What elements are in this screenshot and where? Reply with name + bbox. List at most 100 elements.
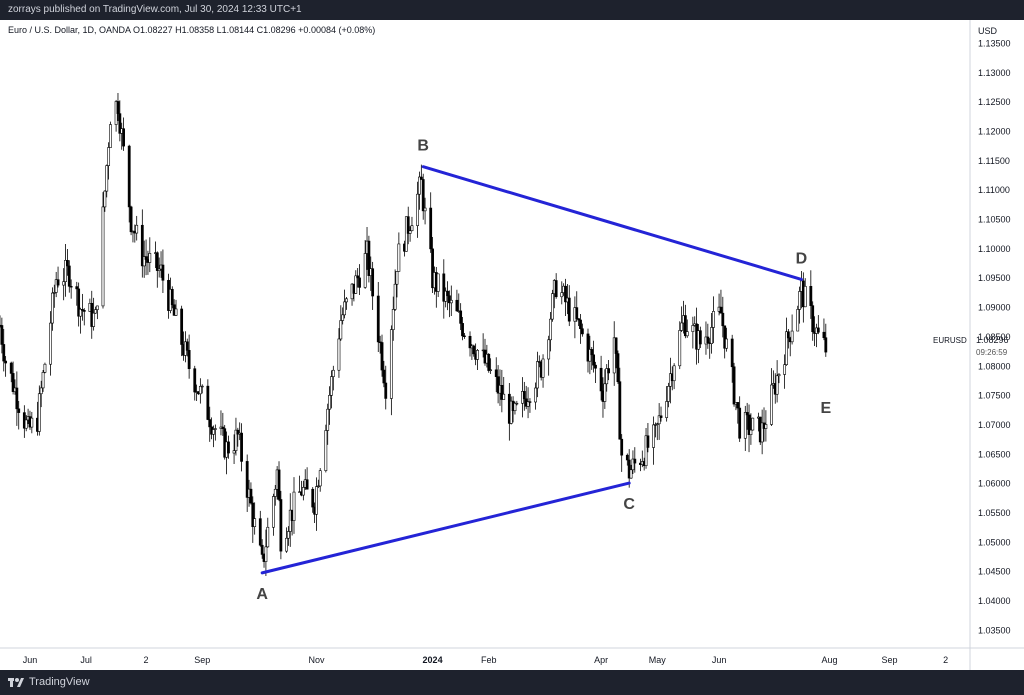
chart-panel[interactable]: Euro / U.S. Dollar, 1D, OANDA O1.08227 H… xyxy=(0,20,1024,670)
candle-body xyxy=(9,362,13,374)
candle-body xyxy=(101,206,105,307)
candle-body xyxy=(431,248,434,289)
candle-body xyxy=(62,281,66,286)
candle-body xyxy=(140,224,144,267)
candle-body xyxy=(551,293,554,320)
candle-body xyxy=(423,207,427,212)
x-tick-label: Jun xyxy=(712,655,727,665)
candle-body xyxy=(384,382,388,399)
point-label-A: A xyxy=(256,586,268,603)
candle-body xyxy=(187,350,191,370)
y-tick-label: 1.10000 xyxy=(978,244,1011,254)
candle-body xyxy=(264,546,268,562)
candle-body xyxy=(356,275,360,279)
candle-body xyxy=(266,526,270,548)
candle-body xyxy=(743,412,747,439)
candle-body xyxy=(161,264,165,281)
candle-body xyxy=(554,280,558,298)
candle-body xyxy=(391,309,395,330)
candle-body xyxy=(599,367,603,392)
candle-body xyxy=(77,288,81,317)
candle-body xyxy=(30,417,34,428)
candle-body xyxy=(646,435,650,448)
candle-body xyxy=(24,419,28,429)
candle-body xyxy=(103,190,107,208)
candle-body xyxy=(798,291,801,310)
candle-body xyxy=(603,383,607,402)
candle-body xyxy=(448,295,451,304)
publish-bar: zorrays published on TradingView.com, Ju… xyxy=(0,0,1024,20)
candle-body xyxy=(245,461,249,498)
pattern-line-AC xyxy=(260,481,631,575)
candle-body xyxy=(577,318,581,321)
candle-body xyxy=(745,412,749,416)
candle-body xyxy=(811,305,815,333)
candle-body xyxy=(37,393,41,432)
candle-body xyxy=(11,373,15,392)
candle-body xyxy=(326,408,330,431)
candle-body xyxy=(118,113,122,134)
candle-body xyxy=(67,265,71,287)
candle-body xyxy=(721,312,725,327)
candle-body xyxy=(633,458,637,464)
candlestick-chart[interactable]: Euro / U.S. Dollar, 1D, OANDA O1.08227 H… xyxy=(0,20,1024,670)
candle-body xyxy=(786,331,790,339)
point-label-B: B xyxy=(417,138,429,155)
candle-body xyxy=(644,435,648,466)
candle-body xyxy=(618,381,622,440)
candle-body xyxy=(594,364,597,369)
candle-body xyxy=(157,268,161,271)
candle-body xyxy=(567,297,571,322)
y-tick-label: 1.08500 xyxy=(978,332,1011,342)
candle-body xyxy=(170,288,174,306)
candle-body xyxy=(680,322,684,331)
candle-body xyxy=(200,385,204,388)
x-tick-label: Jun xyxy=(23,655,38,665)
candle-body xyxy=(144,256,148,260)
candle-body xyxy=(809,285,813,306)
x-tick-label: Sep xyxy=(881,655,897,665)
candle-body xyxy=(341,314,345,321)
candle-body xyxy=(56,279,60,286)
candle-body xyxy=(277,469,281,500)
candle-body xyxy=(579,319,582,330)
candle-body xyxy=(549,318,552,341)
candle-body xyxy=(719,306,723,314)
x-tick-label: 2024 xyxy=(423,655,443,665)
candle-body xyxy=(502,393,506,400)
y-tick-label: 1.04500 xyxy=(978,567,1011,577)
candle-body xyxy=(180,308,184,345)
candle-body xyxy=(227,441,230,454)
candle-body xyxy=(783,364,787,375)
candle-body xyxy=(198,385,202,395)
candle-body xyxy=(429,207,433,250)
candle-body xyxy=(301,487,305,496)
candle-body xyxy=(51,292,54,324)
candle-body xyxy=(449,299,453,304)
candle-body xyxy=(316,485,320,488)
candle-body xyxy=(324,430,328,471)
candle-body xyxy=(66,260,69,267)
tradingview-logo[interactable]: TradingView xyxy=(8,676,90,688)
footer-bar: TradingView xyxy=(0,670,1024,695)
candle-body xyxy=(528,401,532,403)
x-tick-label: Jul xyxy=(80,655,92,665)
candle-body xyxy=(620,438,624,456)
candle-body xyxy=(279,499,283,552)
point-label-D: D xyxy=(796,250,808,267)
candle-body xyxy=(463,335,466,337)
candle-body xyxy=(232,450,236,454)
x-tick-label: May xyxy=(649,655,667,665)
pattern-line-BD xyxy=(421,165,803,281)
candle-body xyxy=(777,374,781,377)
candle-body xyxy=(509,400,513,424)
candle-body xyxy=(803,285,807,308)
candle-body xyxy=(17,408,21,413)
candle-body xyxy=(64,260,67,282)
candle-body xyxy=(416,193,419,226)
candle-body xyxy=(564,285,567,303)
candle-body xyxy=(592,354,596,366)
candle-body xyxy=(410,225,414,232)
candle-body xyxy=(442,273,446,302)
candle-body xyxy=(500,385,504,400)
